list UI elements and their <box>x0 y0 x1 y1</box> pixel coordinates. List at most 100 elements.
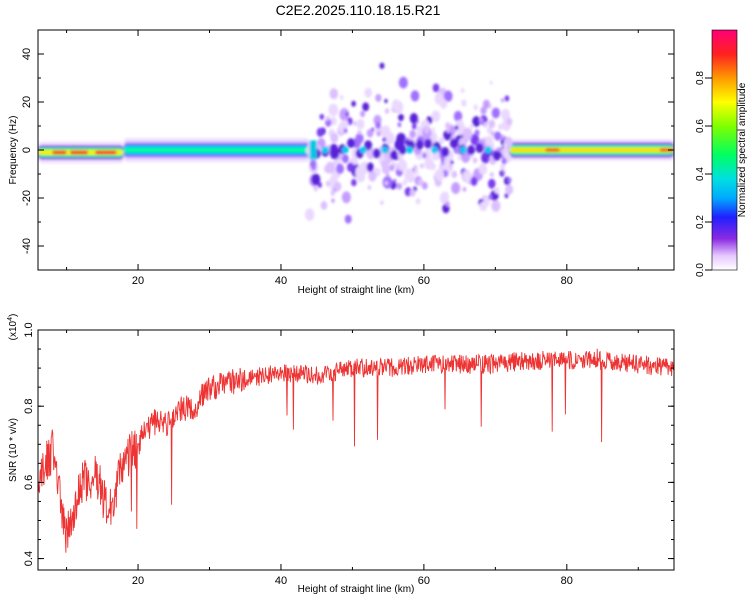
heat-blob <box>355 165 365 178</box>
heat-blob <box>492 150 501 161</box>
heat-blob <box>411 123 417 130</box>
heat-blob <box>337 159 341 164</box>
heat-blob <box>379 62 385 69</box>
heat-peak <box>659 148 674 152</box>
heat-blob <box>490 158 495 164</box>
heat-blob <box>386 173 390 178</box>
heat-blob <box>389 164 395 172</box>
heat-blob <box>331 198 335 204</box>
heat-blob <box>485 135 494 147</box>
colorbar-tick-label: 0.2 <box>695 215 706 229</box>
heat-blob <box>482 99 490 109</box>
heat-blob <box>438 137 445 145</box>
x-tick-label: 20 <box>132 575 144 587</box>
heat-blob <box>474 129 480 136</box>
heat-blob <box>439 98 448 109</box>
heat-blob <box>479 117 484 123</box>
heat-blob <box>397 122 402 128</box>
heat-blob <box>346 138 355 149</box>
heat-blob <box>329 88 339 100</box>
heat-blob <box>461 99 467 107</box>
heat-blob <box>406 146 414 154</box>
y-tick-label: 0.6 <box>23 475 35 490</box>
heat-band <box>509 147 674 153</box>
heat-blob <box>359 146 367 154</box>
heat-blob <box>321 146 329 154</box>
y-tick-label: 0.8 <box>23 399 35 414</box>
heat-blob <box>490 130 495 137</box>
heat-blob <box>454 125 459 130</box>
x-tick-label: 20 <box>132 275 144 287</box>
heat-blob <box>410 90 420 102</box>
heat-blob <box>353 121 357 126</box>
heat-blob <box>422 152 427 159</box>
heat-blob <box>491 201 498 209</box>
heat-blob <box>449 138 458 149</box>
heat-blob <box>333 160 337 165</box>
heat-blob <box>409 189 416 197</box>
heat-blob <box>325 115 330 121</box>
chart-title: C2E2.2025.110.18.15.R21 <box>276 2 441 18</box>
heat-blob <box>355 133 362 142</box>
heat-blob <box>487 178 496 189</box>
heat-blob <box>443 90 453 102</box>
heat-blob <box>431 110 441 122</box>
heat-blob <box>366 128 374 138</box>
heat-blob <box>453 110 463 122</box>
spectrogram-panel: 20 40 60 80 40 20 0 -20 -40 Height of straight l… <box>8 29 675 296</box>
snr-x-axis-label: Height of straight line (km) <box>298 584 415 595</box>
heat-blob <box>375 121 381 129</box>
heat-blob <box>381 146 389 154</box>
heat-band <box>123 147 310 153</box>
heat-blob <box>362 102 370 112</box>
heat-peak <box>52 150 67 155</box>
heat-blob <box>470 176 478 186</box>
heat-blob <box>311 173 321 186</box>
heat-blob <box>364 87 373 98</box>
heat-blob <box>483 156 487 161</box>
heat-blob <box>501 157 507 165</box>
heat-peak <box>70 150 89 155</box>
x-tick-label: 60 <box>418 575 430 587</box>
snr-series-line <box>38 348 674 553</box>
heat-blob <box>441 147 450 158</box>
y-tick-label: 20 <box>21 96 33 108</box>
snr-y-axis-label: SNR (10 * v/v) <box>8 418 19 482</box>
heat-blob <box>443 191 449 198</box>
heat-blob <box>345 112 349 117</box>
heat-blob <box>347 162 355 172</box>
x-tick-label: 40 <box>275 575 287 587</box>
heat-blob <box>409 129 416 139</box>
colorbar-tick-label: 0.0 <box>695 263 706 277</box>
heat-blob <box>343 128 348 134</box>
heat-peak <box>95 150 117 155</box>
heat-blob <box>396 132 407 146</box>
heat-blob <box>473 104 478 111</box>
heat-blob <box>457 155 461 161</box>
heat-blob <box>489 80 493 85</box>
heat-blob <box>320 201 328 210</box>
x-tick-label: 80 <box>561 575 573 587</box>
heat-blob <box>372 148 381 159</box>
heat-blob <box>462 127 473 141</box>
heat-blob <box>375 93 382 102</box>
heat-blob <box>494 187 500 194</box>
heat-blob <box>462 187 467 192</box>
heat-blob <box>451 182 461 195</box>
heat-blob <box>384 108 390 114</box>
x-tick-label: 80 <box>561 275 573 287</box>
heat-blob <box>489 172 494 178</box>
heat-blob <box>341 154 349 164</box>
heat-blob <box>402 179 408 186</box>
colorbar-tick-label: 0.8 <box>695 71 706 85</box>
heat-blob <box>488 194 493 200</box>
heat-blob <box>434 169 445 182</box>
heat-blob <box>498 123 504 131</box>
heat-blob <box>351 100 356 107</box>
colorbar-gradient <box>711 29 738 271</box>
heat-peak <box>545 148 560 152</box>
heat-blob <box>384 98 388 104</box>
heat-blob <box>470 133 480 146</box>
heat-blob <box>500 134 505 140</box>
y-tick-label: 0 <box>21 147 33 153</box>
